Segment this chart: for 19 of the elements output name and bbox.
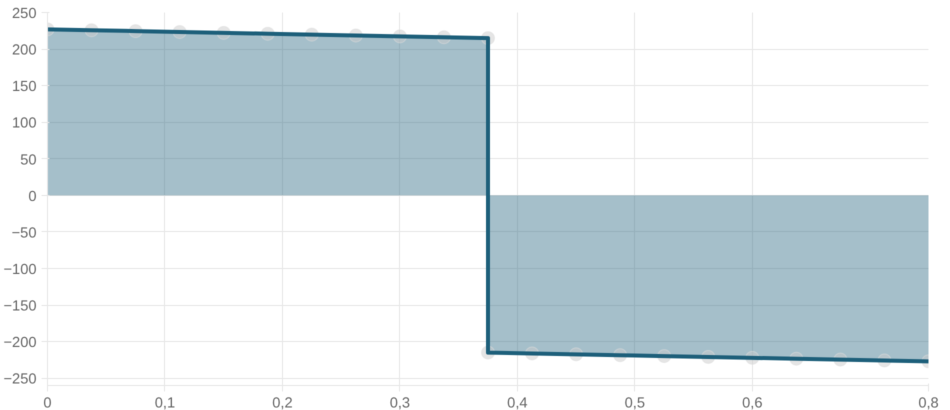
- x-tick-label: 0,6: [742, 396, 762, 410]
- x-tick-label: 0: [43, 396, 52, 410]
- y-tick-label: 150: [12, 79, 37, 96]
- y-tick-label: −250: [3, 372, 37, 388]
- y-tick-label: 250: [12, 6, 37, 22]
- x-tick-label: 0,1: [154, 396, 176, 410]
- y-tick-label: 50: [20, 152, 37, 168]
- y-tick-label: −50: [12, 225, 37, 242]
- x-tick-label: 0,5: [624, 396, 646, 410]
- y-tick-label: −150: [3, 298, 37, 315]
- y-tick-label: −100: [3, 262, 37, 278]
- y-tick-label: −200: [3, 335, 37, 352]
- x-tick-label: 0,2: [272, 396, 293, 410]
- x-tick-label: 0,4: [507, 396, 528, 410]
- x-tick-label: 0,8: [918, 396, 939, 410]
- x-tick-label: 0,3: [390, 396, 410, 410]
- y-tick-label: 100: [12, 116, 37, 132]
- y-tick-label: 0: [28, 188, 37, 205]
- y-tick-label: 200: [12, 42, 37, 59]
